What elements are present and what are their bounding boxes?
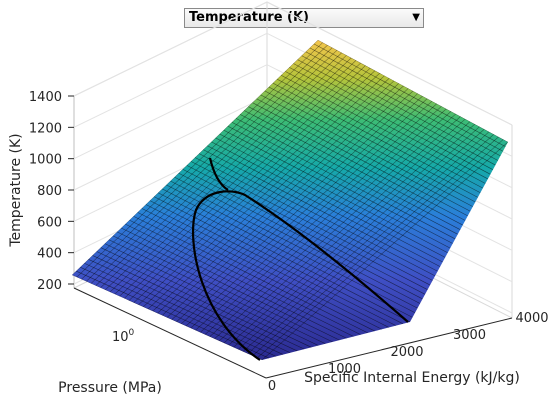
- z-tick-label: 800: [37, 184, 62, 199]
- z-tick-label: 1400: [29, 90, 62, 105]
- z-axis-ticks: 200 400 600 800 1000 1200 1400: [29, 90, 74, 293]
- x-tick-label: 4000: [515, 311, 548, 326]
- x-tick-label: 3000: [453, 328, 486, 343]
- x-axis-label: Specific Internal Energy (kJ/kg): [304, 370, 520, 386]
- y-tick-label: 100: [112, 328, 135, 345]
- dropdown-selected-label: Temperature (K): [189, 10, 309, 25]
- critical-isobar: [208, 157, 229, 191]
- x-tick-label: 1000: [328, 362, 361, 377]
- z-tick-label: 400: [37, 247, 62, 262]
- x-tick-label: 2000: [390, 345, 423, 360]
- y-axis-ticks: 100: [112, 328, 135, 345]
- saturation-curve: [191, 190, 409, 361]
- x-tick-label: 0: [268, 379, 276, 394]
- z-tick-label: 1000: [29, 153, 62, 168]
- z-tick-label: 1200: [29, 121, 62, 136]
- z-tick-label: 600: [37, 215, 62, 230]
- y-axis-label: Pressure (MPa): [58, 380, 162, 396]
- surface: [72, 40, 508, 361]
- x-axis-ticks: 0 1000 2000 3000 4000: [268, 311, 549, 394]
- chevron-down-icon: ▼: [412, 12, 420, 23]
- z-axis-label: Temperature (K): [8, 133, 24, 247]
- z-tick-label: 200: [37, 278, 62, 293]
